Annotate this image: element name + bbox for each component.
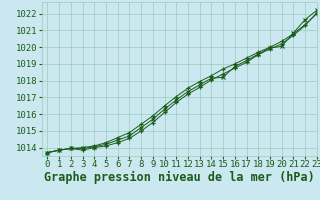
X-axis label: Graphe pression niveau de la mer (hPa): Graphe pression niveau de la mer (hPa) [44,171,315,184]
